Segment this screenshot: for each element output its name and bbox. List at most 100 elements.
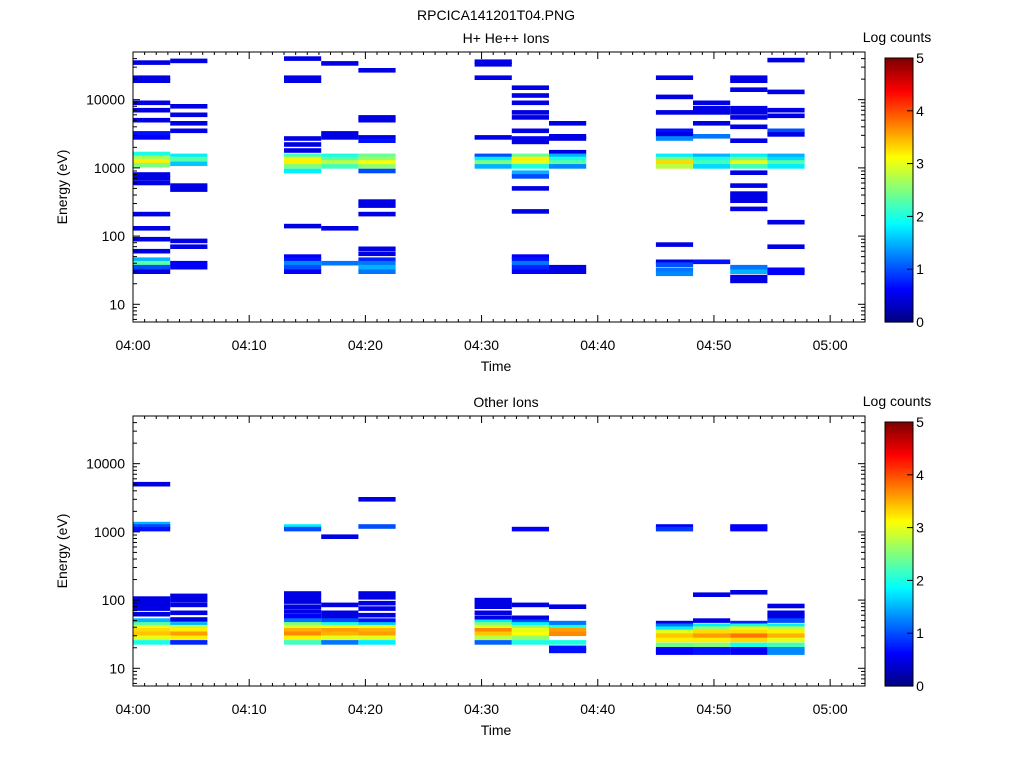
heatmap-cell (655, 132, 694, 137)
heatmap-cell (170, 153, 208, 159)
heatmap-cell (321, 631, 359, 637)
heatmap-cell (133, 211, 171, 217)
heatmap-cell (170, 610, 208, 616)
heatmap-cell (767, 244, 805, 249)
colorbar-segment (885, 132, 913, 136)
heatmap-cell (655, 267, 694, 273)
heatmap-cell (170, 58, 208, 64)
heatmap-cell (730, 633, 768, 638)
colorbar-segment (885, 556, 913, 559)
heatmap-cell (321, 610, 359, 616)
heatmap-cell (358, 138, 396, 143)
colorbar-tick-label: 3 (916, 156, 924, 172)
colorbar-tick-label: 1 (916, 625, 924, 641)
heatmap-cell (170, 635, 208, 641)
heatmap-cell (133, 180, 171, 186)
heatmap-cell (549, 269, 587, 274)
heatmap-cell (767, 603, 805, 609)
heatmap-cell (133, 100, 171, 106)
colorbar-segment (885, 234, 913, 237)
heatmap-cell (284, 526, 322, 532)
colorbar-tick-label: 1 (916, 261, 924, 277)
colorbar-segment (885, 430, 913, 434)
colorbar-segment (885, 653, 913, 656)
heatmap-cell (474, 635, 512, 641)
colorbar-segment (885, 124, 913, 127)
colorbar-tick-label: 3 (916, 520, 924, 536)
colorbar-segment (885, 97, 913, 101)
heatmap-cell (170, 156, 208, 162)
heatmap-cell (284, 595, 322, 600)
colorbar-segment (885, 62, 913, 66)
heatmap-cell (693, 160, 731, 165)
colorbar-segment (885, 626, 913, 630)
colorbar-segment (885, 165, 913, 169)
x-tick-label: 04:30 (464, 701, 499, 717)
heatmap-cell (511, 164, 549, 169)
colorbar-segment (885, 534, 913, 537)
colorbar-segment (885, 192, 913, 195)
heatmap-cell (730, 650, 768, 655)
y-tick-label: 100 (102, 592, 126, 608)
heatmap-cell (655, 620, 694, 626)
colorbar-segment (885, 280, 913, 283)
heatmap-cell (170, 238, 208, 244)
heatmap-cell (767, 113, 805, 119)
heatmap-cell (693, 100, 731, 106)
colorbar-segment (885, 150, 913, 154)
heatmap-cell (133, 611, 171, 617)
heatmap-cell (358, 618, 396, 623)
heatmap-cell (358, 622, 396, 627)
heatmap-cell (511, 257, 549, 262)
colorbar-segment (885, 203, 913, 206)
colorbar-frame (884, 421, 914, 687)
heatmap-cell (655, 526, 694, 532)
heatmap-cell (284, 153, 322, 159)
colorbar-segment (885, 212, 913, 215)
heatmap-cell (133, 78, 171, 83)
heatmap-cell (133, 606, 171, 611)
heatmap-cell (133, 159, 171, 164)
heatmap-cell (511, 115, 549, 120)
colorbar-segment (885, 567, 913, 570)
heatmap-cell (358, 203, 396, 208)
colorbar-segment (885, 168, 913, 171)
colorbar-segment (885, 146, 913, 149)
colorbar-segment (885, 110, 913, 114)
colorbar: 0 1 2 3 4 5 Log counts (863, 393, 932, 694)
heatmap-cell (655, 647, 694, 652)
heatmap-cell (549, 121, 587, 126)
heatmap-cell (133, 269, 171, 274)
heatmap-cell (511, 640, 549, 645)
heatmap-cell (321, 613, 359, 619)
heatmap-cell (474, 600, 512, 606)
colorbar-segment (885, 644, 913, 647)
colorbar-segment (885, 437, 913, 441)
colorbar-segment (885, 117, 913, 121)
heatmap-cell (767, 107, 805, 113)
heatmap-cell (170, 183, 208, 188)
heatmap-cell (655, 160, 694, 165)
colorbar-segment (885, 479, 913, 482)
colorbar-segment (885, 650, 913, 654)
heatmap-cell (730, 206, 768, 212)
colorbar-segment (885, 183, 913, 187)
colorbar-segment (885, 584, 913, 588)
heatmap-cell (767, 219, 805, 225)
colorbar-segment (885, 304, 913, 308)
colorbar-segment (885, 126, 913, 129)
colorbar-segment (885, 218, 913, 222)
heatmap-cell (133, 628, 171, 633)
x-tick-label: 04:00 (115, 337, 150, 353)
heatmap-cell (358, 211, 396, 217)
heatmap-cell (511, 170, 549, 175)
heatmap-cell (170, 161, 208, 166)
colorbar-segment (885, 659, 913, 663)
heatmap-cell (133, 135, 171, 140)
colorbar-segment (885, 521, 913, 524)
heatmap-cell (730, 183, 768, 188)
colorbar-segment (885, 547, 913, 551)
colorbar-segment (885, 95, 913, 99)
heatmap-cell (511, 624, 549, 630)
colorbar-label: Log counts (863, 393, 932, 409)
